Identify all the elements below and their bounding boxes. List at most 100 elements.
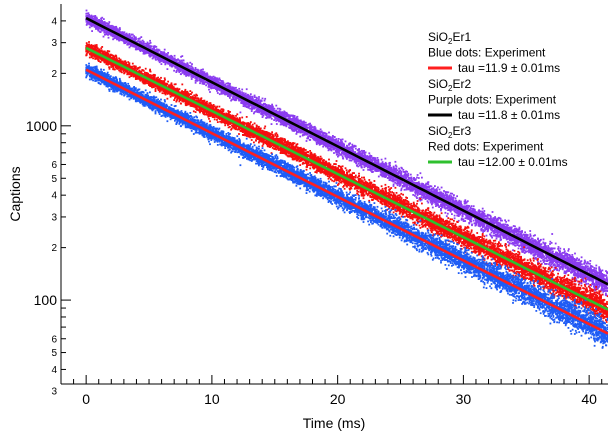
data-point (174, 55, 176, 57)
data-point (505, 224, 507, 226)
data-point (514, 226, 516, 228)
data-point (546, 258, 548, 260)
data-point (363, 169, 365, 171)
data-point (246, 88, 248, 90)
data-point (91, 30, 93, 32)
data-point (143, 41, 145, 43)
data-point (593, 269, 595, 271)
data-point (219, 93, 221, 95)
data-point (555, 243, 557, 245)
data-point (328, 132, 330, 134)
data-point (550, 270, 552, 272)
data-point (381, 159, 383, 161)
data-point (188, 65, 190, 67)
data-point (508, 220, 510, 222)
data-point (487, 217, 489, 219)
data-point (557, 248, 559, 250)
data-point (265, 117, 267, 119)
data-point (280, 109, 282, 111)
data-point (256, 97, 258, 99)
data-point (351, 144, 353, 146)
data-point (486, 215, 488, 217)
data-point (518, 248, 520, 250)
data-point (400, 189, 402, 191)
data-point (474, 223, 476, 225)
data-point (394, 182, 396, 184)
data-point (316, 143, 318, 145)
data-point (447, 213, 449, 215)
data-point (422, 197, 424, 199)
data-point (568, 248, 570, 250)
data-point (314, 126, 316, 128)
data-point (482, 208, 484, 210)
data-point (598, 266, 600, 268)
data-point (441, 187, 443, 189)
data-point (406, 171, 408, 173)
data-point (86, 10, 88, 12)
data-point (418, 177, 420, 179)
data-point (155, 58, 157, 60)
data-point (473, 205, 475, 207)
data-point (450, 195, 452, 197)
data-point (456, 195, 458, 197)
data-point (571, 254, 573, 256)
data-point (592, 270, 594, 272)
data-point (529, 230, 531, 232)
data-point (378, 176, 380, 178)
data-point (473, 220, 475, 222)
data-point (606, 276, 608, 278)
data-point (463, 220, 465, 222)
data-point (209, 91, 211, 93)
data-point (254, 95, 256, 97)
data-point (397, 184, 399, 186)
data-point (217, 92, 219, 94)
data-point (393, 185, 395, 187)
data-point (159, 49, 161, 51)
data-point (549, 243, 551, 245)
data-point (551, 242, 553, 244)
data-point (208, 89, 210, 91)
data-point (587, 266, 589, 268)
data-point (417, 174, 419, 176)
data-point (567, 250, 569, 252)
data-point (464, 203, 466, 205)
data-point (385, 162, 387, 164)
data-point (309, 123, 311, 125)
data-point (507, 241, 509, 243)
data-point (385, 158, 387, 160)
data-point (338, 155, 340, 157)
data-point (201, 69, 203, 71)
data-point (229, 97, 231, 99)
data-point (252, 96, 254, 98)
data-point (129, 47, 131, 49)
data-point (452, 197, 454, 199)
data-point (410, 174, 412, 176)
data-point (254, 96, 256, 98)
data-point (504, 219, 506, 221)
data-point (189, 62, 191, 64)
data-point (349, 160, 351, 162)
data-point (468, 205, 470, 207)
data-point (108, 37, 110, 39)
data-point (200, 71, 202, 73)
data-point (388, 162, 390, 164)
data-point (250, 93, 252, 95)
data-point (211, 77, 213, 79)
data-point (594, 267, 596, 269)
data-point (183, 59, 185, 61)
data-point (496, 238, 498, 240)
data-point (368, 152, 370, 154)
data-point (241, 91, 243, 93)
data-point (574, 253, 576, 255)
data-point (428, 181, 430, 183)
data-point (558, 246, 560, 248)
data-point (264, 100, 266, 102)
data-point (483, 210, 485, 212)
data-point (355, 162, 357, 164)
data-point (454, 217, 456, 219)
data-point (88, 12, 90, 14)
data-point (491, 232, 493, 234)
data-point (463, 218, 465, 220)
data-point (581, 260, 583, 262)
